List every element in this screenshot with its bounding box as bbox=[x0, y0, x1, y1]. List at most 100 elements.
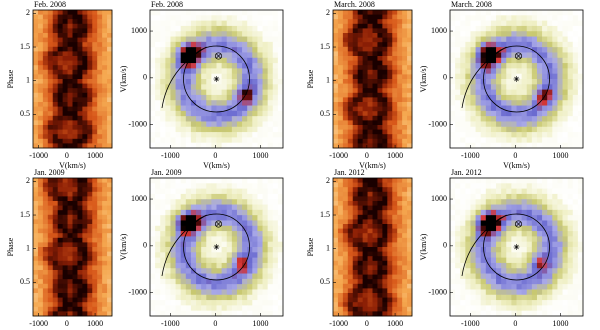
heatmap-cell bbox=[150, 258, 156, 264]
heatmap-cell bbox=[107, 288, 112, 293]
heatmap-cell bbox=[343, 79, 348, 84]
heatmap-cell bbox=[232, 42, 238, 48]
heatmap-cell bbox=[165, 210, 171, 216]
heatmap-cell bbox=[82, 183, 87, 188]
heatmap-cell bbox=[222, 226, 228, 232]
heatmap-cell bbox=[363, 139, 368, 144]
heatmap-cell bbox=[38, 79, 43, 84]
heatmap-cell bbox=[58, 97, 63, 102]
heatmap-cell bbox=[333, 187, 338, 192]
heatmap-cell bbox=[407, 102, 412, 107]
heatmap-cell bbox=[573, 95, 579, 101]
heatmap-cell bbox=[476, 132, 482, 138]
heatmap-cell bbox=[92, 79, 97, 84]
heatmap-cell bbox=[407, 298, 412, 303]
heatmap-cell bbox=[92, 252, 97, 257]
heatmap-cell bbox=[348, 210, 353, 215]
heatmap-cell bbox=[73, 111, 78, 116]
heatmap-cell bbox=[511, 289, 517, 295]
heatmap-cell bbox=[353, 229, 358, 234]
heatmap-cell bbox=[273, 300, 279, 306]
heatmap-cell bbox=[573, 279, 579, 285]
heatmap-cell bbox=[155, 252, 161, 258]
heatmap-cell bbox=[155, 31, 161, 37]
heatmap-cell bbox=[77, 97, 82, 102]
heatmap-cell bbox=[201, 111, 207, 117]
heatmap-cell bbox=[87, 93, 92, 98]
heatmap-cell bbox=[181, 220, 187, 226]
heatmap-cell bbox=[176, 143, 182, 149]
x-tick-label: -1000 bbox=[161, 151, 180, 160]
heatmap-cell bbox=[170, 263, 176, 269]
heatmap-cell bbox=[552, 100, 558, 106]
heatmap-cell bbox=[460, 183, 466, 189]
heatmap-cell bbox=[542, 252, 548, 258]
heatmap-cell bbox=[273, 111, 279, 117]
heatmap-cell bbox=[460, 74, 466, 80]
heatmap-cell bbox=[82, 38, 87, 43]
heatmap-cell bbox=[87, 15, 92, 20]
heatmap-cell bbox=[552, 90, 558, 96]
heatmap-cell bbox=[517, 90, 523, 96]
heatmap-cell bbox=[273, 90, 279, 96]
heatmap-cell bbox=[257, 84, 263, 90]
heatmap-cell bbox=[506, 63, 512, 69]
heatmap-cell bbox=[506, 258, 512, 264]
heatmap-cell bbox=[73, 33, 78, 38]
heatmap-cell bbox=[402, 93, 407, 98]
heatmap-cell bbox=[547, 116, 553, 122]
heatmap-cell bbox=[455, 47, 461, 53]
heatmap-cell bbox=[373, 293, 378, 298]
heatmap-cell bbox=[227, 305, 233, 311]
heatmap-cell bbox=[155, 116, 161, 122]
heatmap-cell bbox=[537, 295, 543, 301]
heatmap-cell bbox=[191, 63, 197, 69]
heatmap-cell bbox=[343, 293, 348, 298]
heatmap-cell bbox=[363, 56, 368, 61]
heatmap-cell bbox=[43, 28, 48, 33]
heatmap-cell bbox=[382, 24, 387, 29]
heatmap-cell bbox=[511, 311, 517, 317]
heatmap-cell bbox=[486, 279, 492, 285]
heatmap-cell bbox=[73, 307, 78, 312]
heatmap-cell bbox=[450, 127, 456, 133]
heatmap-cell bbox=[278, 90, 284, 96]
heatmap-cell bbox=[522, 199, 528, 205]
heatmap-cell bbox=[48, 298, 53, 303]
heatmap-cell bbox=[73, 196, 78, 201]
heatmap-cell bbox=[338, 42, 343, 47]
heatmap-cell bbox=[517, 21, 523, 27]
heatmap-cell bbox=[155, 127, 161, 133]
heatmap-cell bbox=[368, 279, 373, 284]
heatmap-cell bbox=[170, 21, 176, 27]
heatmap-cell bbox=[547, 226, 553, 232]
heatmap-cell bbox=[542, 111, 548, 117]
heatmap-cell bbox=[532, 37, 538, 43]
heatmap-cell bbox=[501, 210, 507, 216]
heatmap-cell bbox=[155, 68, 161, 74]
heatmap-cell bbox=[578, 215, 584, 221]
heatmap-cell bbox=[387, 252, 392, 257]
heatmap-cell bbox=[87, 56, 92, 61]
heatmap-cell bbox=[578, 132, 584, 138]
heatmap-cell bbox=[358, 196, 363, 201]
heatmap-cell bbox=[465, 300, 471, 306]
heatmap-cell bbox=[522, 15, 528, 21]
heatmap-cell bbox=[348, 196, 353, 201]
heatmap-cell bbox=[476, 84, 482, 90]
heatmap-cell bbox=[455, 258, 461, 264]
heatmap-cell bbox=[348, 307, 353, 312]
heatmap-cell bbox=[547, 242, 553, 248]
heatmap-cell bbox=[578, 143, 584, 149]
heatmap-cell bbox=[333, 233, 338, 238]
heatmap-cell bbox=[363, 215, 368, 220]
heatmap-cell bbox=[568, 68, 574, 74]
heatmap-cell bbox=[470, 300, 476, 306]
heatmap-cell bbox=[273, 68, 279, 74]
heatmap-cell bbox=[232, 74, 238, 80]
heatmap-cell bbox=[353, 196, 358, 201]
heatmap-cell bbox=[338, 178, 343, 183]
heatmap-cell bbox=[252, 74, 258, 80]
heatmap-cell bbox=[48, 201, 53, 206]
heatmap-cell bbox=[263, 143, 269, 149]
